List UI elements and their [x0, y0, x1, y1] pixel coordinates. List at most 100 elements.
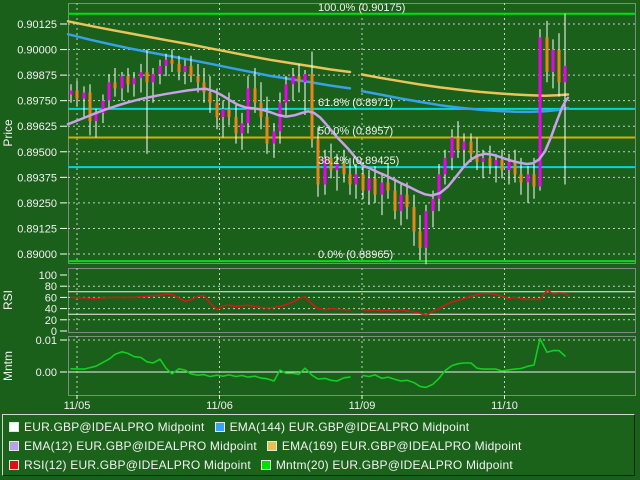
candle-body: [418, 231, 422, 248]
fib-level-label: 38.2% (0.89425): [318, 155, 399, 167]
rsi-tick-label: 20: [45, 315, 57, 327]
fib-level-label: 50.0% (0.8957): [318, 125, 393, 137]
legend-item[interactable]: EMA(144) EUR.GBP@IDEALPRO Midpoint: [214, 419, 470, 434]
candle-body: [551, 49, 555, 73]
candle-body: [208, 92, 212, 103]
legend-item[interactable]: RSI(12) EUR.GBP@IDEALPRO Midpoint: [9, 458, 251, 472]
legend-item[interactable]: EMA(12) EUR.GBP@IDEALPRO Midpoint: [9, 439, 257, 453]
legend-swatch-icon: [9, 421, 19, 432]
candle-body: [526, 174, 530, 183]
legend-item[interactable]: Mntm(20) EUR.GBP@IDEALPRO Midpoint: [260, 458, 513, 472]
x-tick-label: 11/09: [349, 400, 376, 412]
candle-body: [488, 157, 492, 167]
rsi-tick-label: 100: [39, 270, 57, 282]
legend-label: EUR.GBP@IDEALPRO Midpoint: [24, 419, 205, 434]
candle-body: [234, 117, 238, 134]
candle-body: [469, 141, 473, 154]
candle-body: [196, 76, 200, 83]
candle-body: [513, 161, 517, 175]
candle-body: [69, 90, 73, 95]
candle-body: [107, 82, 111, 101]
legend-item[interactable]: EMA(169) EUR.GBP@IDEALPRO Midpoint: [266, 438, 522, 453]
candle-body: [227, 108, 231, 118]
legend-row: RSI(12) EUR.GBP@IDEALPRO Midpoint Mntm(20…: [9, 455, 628, 474]
rsi-tick-label: 80: [45, 281, 57, 293]
legend-label: EMA(169) EUR.GBP@IDEALPRO Midpoint: [281, 438, 522, 453]
rsi-tick-label: 40: [45, 304, 57, 316]
candle-body: [221, 108, 225, 118]
chart-canvas[interactable]: 0.90125 0.90000 0.89875 0.89750 0.89625 0.895…: [0, 0, 640, 415]
rsi-panel[interactable]: [68, 268, 636, 333]
ema169-line: [360, 73, 570, 98]
price-tick-label: 0.89500: [17, 147, 57, 159]
candle-body: [545, 37, 549, 73]
candle-body: [361, 174, 365, 191]
candle-body: [335, 164, 339, 171]
candle-body: [329, 157, 333, 171]
candle-body: [291, 76, 295, 85]
legend-swatch-icon: [9, 440, 19, 451]
candle-body: [278, 102, 282, 132]
candle-body: [126, 76, 130, 85]
ema12-line: [66, 87, 570, 197]
ema144-line: [360, 89, 570, 114]
candle-body: [189, 65, 193, 77]
legend-label: EMA(12) EUR.GBP@IDEALPRO Midpoint: [24, 438, 257, 453]
candle-body: [284, 84, 288, 103]
candle-body: [246, 88, 250, 124]
candle-body: [563, 65, 567, 83]
candle-body: [373, 178, 377, 195]
x-tick-label: 11/06: [206, 400, 233, 412]
candle-body: [82, 92, 86, 99]
ema144-line: [66, 32, 352, 90]
candle-body: [494, 159, 498, 167]
fib-level-label: 61.8% (0.8971): [318, 97, 393, 109]
candle-body: [500, 159, 504, 171]
price-panel[interactable]: [68, 3, 636, 264]
x-tick-label: 11/10: [491, 400, 518, 412]
legend-item[interactable]: EUR.GBP@IDEALPRO Midpoint: [9, 420, 205, 434]
price-tick-label: 0.89625: [17, 121, 57, 133]
mntm-tick-label: 0.00: [36, 367, 57, 379]
legend-label: RSI(12) EUR.GBP@IDEALPRO Midpoint: [24, 457, 251, 472]
chart-legend: EUR.GBP@IDEALPRO Midpoint EMA(144) EUR.GB…: [2, 414, 635, 476]
legend-swatch-icon: [260, 459, 271, 470]
price-tick-label: 0.89250: [17, 198, 57, 210]
candle-body: [437, 174, 441, 199]
rsi-tick-label: 60: [45, 292, 57, 304]
price-tick-label: 0.90125: [17, 19, 57, 31]
price-axis-title: Price: [1, 119, 15, 147]
mntm-panel[interactable]: [68, 336, 636, 396]
candle-body: [431, 198, 435, 212]
rsi-axis-title: RSI: [1, 290, 15, 310]
legend-row: EUR.GBP@IDEALPRO Midpoint EMA(144) EUR.GB…: [9, 417, 628, 436]
candle-body: [139, 72, 143, 79]
candle-body: [101, 100, 105, 113]
candle-body: [481, 157, 485, 162]
candle-body: [120, 76, 124, 89]
candle-body: [443, 157, 447, 175]
candle-body: [75, 90, 79, 99]
candle-body: [272, 131, 276, 144]
fib-level-label: 100.0% (0.90175): [318, 2, 405, 14]
mntm-line: [70, 350, 351, 382]
mntm-axis-title: Mntm: [1, 351, 15, 381]
candle-body: [145, 72, 149, 83]
legend-label: EMA(144) EUR.GBP@IDEALPRO Midpoint: [229, 419, 470, 434]
candle-body: [342, 164, 346, 175]
legend-swatch-icon: [9, 459, 19, 470]
candle-body: [456, 137, 460, 150]
candle-body: [316, 139, 320, 185]
mntm-tick-label: 0.01: [36, 335, 57, 347]
candle-body: [310, 74, 314, 140]
rsi-line: [70, 293, 351, 311]
candle-body: [475, 153, 479, 162]
candle-body: [113, 82, 117, 89]
candle-body: [462, 141, 466, 150]
mntm-line: [362, 337, 566, 389]
candle-body: [151, 74, 155, 83]
rsi-tick-label: 0: [51, 326, 57, 338]
candle-body: [507, 161, 511, 171]
candle-body: [202, 82, 206, 93]
